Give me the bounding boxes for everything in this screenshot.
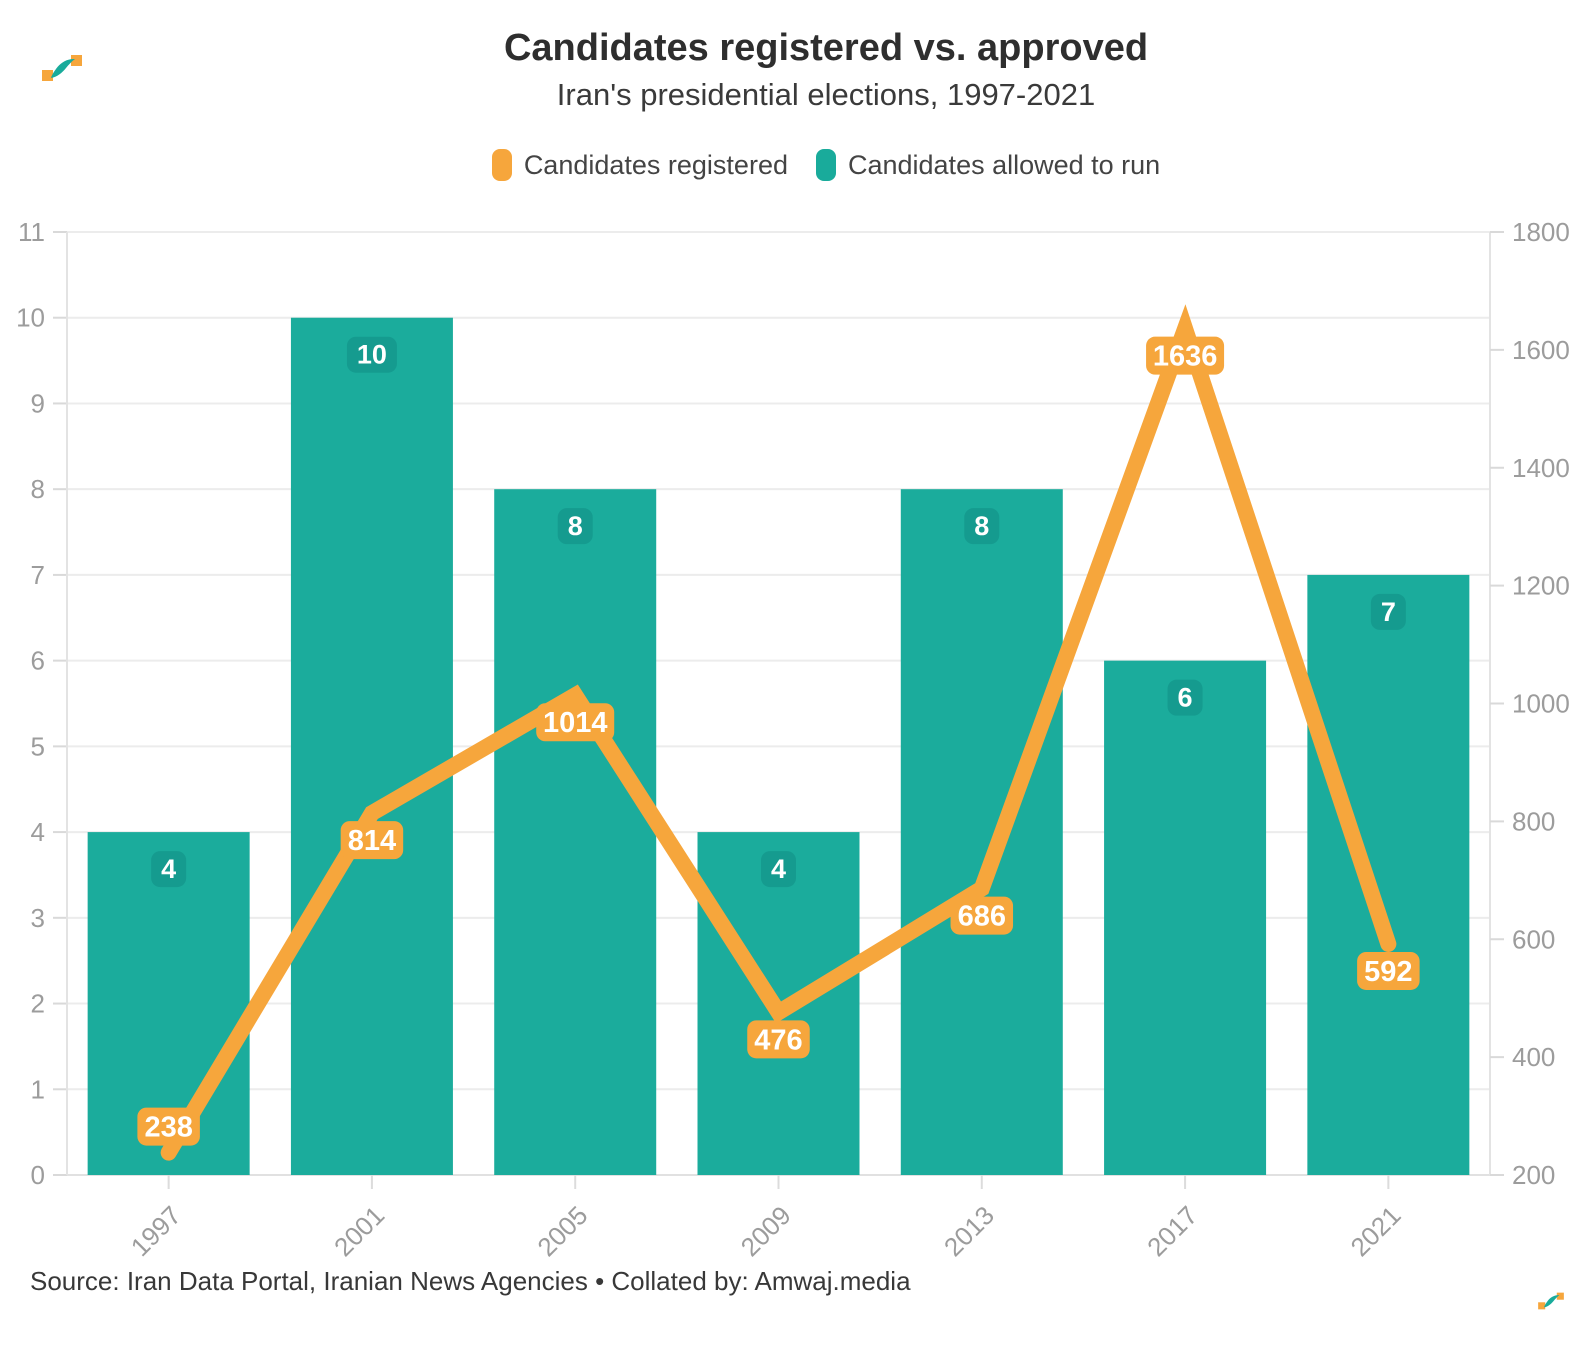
left-axis-label: 11 (18, 217, 45, 247)
right-axis-label: 1000 (1512, 689, 1570, 719)
amwaj-logo-small (1538, 1292, 1564, 1310)
bar-label: 4 (771, 854, 786, 884)
line-label-badge (536, 703, 615, 742)
bar-label: 8 (974, 511, 989, 541)
legend: Candidates registered Candidates allowed… (60, 149, 1592, 181)
legend-label-registered: Candidates registered (523, 149, 788, 180)
bar-label-badge (964, 508, 1000, 545)
line-label: 814 (348, 825, 396, 857)
x-axis-label: 2001 (328, 1200, 390, 1262)
bar-2017 (1104, 660, 1267, 1175)
right-axis-label: 600 (1512, 924, 1555, 954)
left-axis-label: 6 (31, 646, 45, 676)
line-label: 686 (958, 901, 1006, 933)
x-axis-label: 1997 (125, 1200, 187, 1262)
left-axis-label: 7 (31, 560, 45, 590)
bar-label: 10 (357, 340, 387, 370)
page-title: Candidates registered vs. approved (503, 27, 1149, 69)
line-label: 1636 (1153, 341, 1218, 373)
amwaj-logo-small-icon (1538, 1292, 1564, 1310)
left-axis-label: 10 (16, 303, 45, 333)
bar-label-badge (1167, 679, 1203, 716)
left-axis-label: 8 (31, 474, 45, 504)
left-axis-label: 0 (31, 1160, 45, 1190)
bar-2005 (494, 489, 657, 1175)
bar-label: 8 (568, 511, 583, 541)
line-label-badge (1146, 336, 1225, 375)
line-label-badge (747, 1020, 810, 1059)
x-axis-label: 2013 (938, 1200, 1000, 1262)
x-axis-label: 2009 (735, 1200, 797, 1262)
bar-label: 6 (1178, 683, 1193, 713)
legend-label-allowed: Candidates allowed to run (847, 149, 1161, 180)
x-axis-label: 2017 (1141, 1200, 1203, 1262)
left-axis-label: 4 (31, 817, 45, 847)
bar-label: 4 (161, 854, 176, 884)
registered-line (160, 304, 1397, 1161)
bar-label-badge (1370, 593, 1406, 630)
legend-item-allowed: Candidates allowed to run (815, 149, 1161, 181)
line-label: 1014 (543, 707, 608, 739)
bar-2001 (290, 317, 453, 1175)
left-axis-label: 2 (31, 989, 45, 1019)
amwaj-logo (42, 54, 82, 82)
line-label: 238 (144, 1112, 192, 1144)
x-axis-label: 2005 (531, 1200, 593, 1262)
right-axis-label: 1200 (1512, 571, 1570, 601)
line-label-badge (1357, 951, 1420, 990)
source-line: Source: Iran Data Portal, Iranian News A… (30, 1266, 911, 1296)
x-axis-label: 2021 (1344, 1200, 1406, 1262)
legend-swatch-registered (491, 149, 512, 181)
right-axis-label: 200 (1512, 1160, 1555, 1190)
line-label: 476 (754, 1024, 802, 1056)
left-axis-label: 9 (31, 388, 45, 418)
bar-label-badge (557, 508, 593, 545)
chart-header: Candidates registered vs. approved Iran'… (0, 0, 1592, 113)
left-axis-label: 3 (31, 903, 45, 933)
right-axis-label: 1800 (1512, 217, 1570, 247)
bar-label: 7 (1381, 597, 1396, 627)
right-axis-label: 1400 (1512, 453, 1570, 483)
line-label-badge (340, 821, 404, 860)
legend-swatch-allowed (815, 149, 836, 181)
bar-label-badge (346, 336, 397, 373)
right-axis-label: 400 (1512, 1042, 1555, 1072)
right-axis-label: 800 (1512, 806, 1555, 836)
bar-2013 (900, 489, 1063, 1175)
line-label-badge (950, 896, 1014, 935)
left-axis-label: 1 (31, 1074, 45, 1104)
bar-label-badge (151, 851, 187, 888)
left-axis-label: 5 (31, 731, 45, 761)
page-subtitle: Iran's presidential elections, 1997-2021 (556, 76, 1096, 112)
line-label-badge (137, 1107, 200, 1146)
amwaj-logo-icon (42, 55, 82, 81)
legend-item-registered: Candidates registered (491, 149, 788, 181)
bar-label-badge (761, 851, 796, 888)
right-axis-label: 1600 (1512, 335, 1570, 365)
line-label: 592 (1364, 956, 1412, 988)
bar-2021 (1307, 574, 1470, 1175)
